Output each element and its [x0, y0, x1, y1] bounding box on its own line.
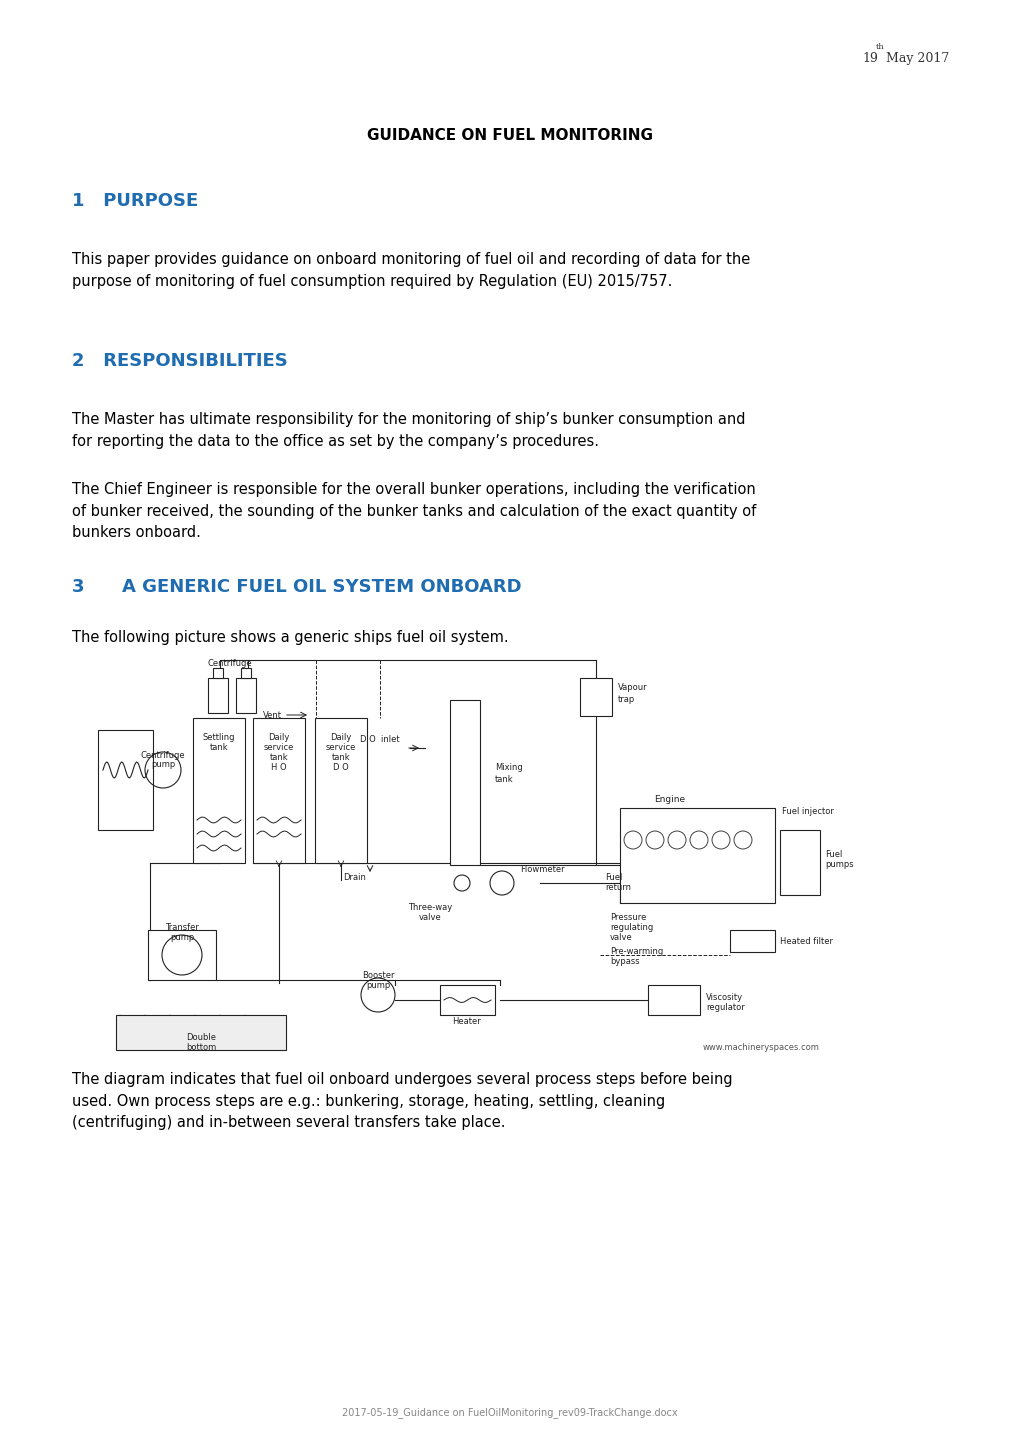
Text: pump: pump: [366, 980, 389, 990]
Text: Fuel injector: Fuel injector: [782, 807, 834, 817]
Text: Daily: Daily: [268, 733, 289, 742]
Text: 1   PURPOSE: 1 PURPOSE: [72, 192, 198, 210]
Text: tank: tank: [210, 744, 228, 752]
Text: bottom: bottom: [185, 1043, 216, 1052]
Text: Centrifuge: Centrifuge: [141, 752, 185, 761]
Text: 3      A GENERIC FUEL OIL SYSTEM ONBOARD: 3 A GENERIC FUEL OIL SYSTEM ONBOARD: [72, 578, 521, 597]
Bar: [235, 679, 256, 713]
Text: return: return: [604, 883, 631, 892]
Text: Three-way: Three-way: [408, 904, 451, 912]
Bar: [449, 700, 480, 865]
Text: This paper provides guidance on onboard monitoring of fuel oil and recording of : This paper provides guidance on onboard …: [72, 252, 750, 288]
Text: Engine: Engine: [654, 795, 685, 804]
Bar: [620, 808, 774, 904]
Text: th: th: [875, 43, 883, 50]
Text: The Master has ultimate responsibility for the monitoring of ship’s bunker consu: The Master has ultimate responsibility f…: [72, 412, 745, 448]
Text: H O: H O: [271, 764, 286, 772]
Text: regulating: regulating: [609, 924, 652, 932]
Text: Mixing: Mixing: [494, 764, 523, 772]
Text: D O: D O: [333, 764, 348, 772]
Text: Transfer: Transfer: [165, 924, 199, 932]
Text: Pressure: Pressure: [609, 914, 646, 922]
Text: Heater: Heater: [452, 1017, 481, 1026]
Bar: [98, 731, 153, 830]
Bar: [193, 718, 245, 863]
Text: regulator: regulator: [705, 1003, 744, 1013]
Text: Daily: Daily: [330, 733, 352, 742]
Text: pumps: pumps: [824, 860, 853, 869]
Text: May 2017: May 2017: [881, 52, 949, 65]
Bar: [116, 1014, 285, 1050]
Bar: [439, 986, 494, 1014]
Text: www.machineryspaces.com: www.machineryspaces.com: [702, 1043, 819, 1052]
Text: Fuel: Fuel: [604, 873, 622, 882]
Text: service: service: [264, 744, 293, 752]
Text: pump: pump: [170, 934, 194, 942]
Bar: [780, 830, 819, 895]
Text: bypass: bypass: [609, 957, 639, 967]
Text: The Chief Engineer is responsible for the overall bunker operations, including t: The Chief Engineer is responsible for th…: [72, 481, 755, 540]
Bar: [240, 669, 251, 679]
Text: valve: valve: [418, 914, 441, 922]
Bar: [148, 929, 216, 980]
Text: tank: tank: [269, 754, 288, 762]
Text: D O  inlet: D O inlet: [360, 735, 399, 745]
Text: 2   RESPONSIBILITIES: 2 RESPONSIBILITIES: [72, 352, 287, 370]
Text: tank: tank: [494, 775, 514, 784]
Text: GUIDANCE ON FUEL MONITORING: GUIDANCE ON FUEL MONITORING: [367, 128, 652, 143]
Text: 19: 19: [861, 52, 877, 65]
Text: tank: tank: [331, 754, 350, 762]
Text: Pre-warming: Pre-warming: [609, 948, 662, 957]
Text: 2017-05-19_Guidance on FuelOilMonitoring_rev09-TrackChange.docx: 2017-05-19_Guidance on FuelOilMonitoring…: [341, 1406, 678, 1418]
Text: trap: trap: [618, 696, 635, 705]
Text: Viscosity: Viscosity: [705, 993, 743, 1003]
Bar: [730, 929, 774, 953]
Text: valve: valve: [609, 934, 632, 942]
Text: The following picture shows a generic ships fuel oil system.: The following picture shows a generic sh…: [72, 630, 508, 646]
Text: Flowmeter: Flowmeter: [520, 866, 565, 875]
Text: Heated filter: Heated filter: [780, 937, 833, 945]
Bar: [253, 718, 305, 863]
Bar: [208, 679, 228, 713]
Bar: [315, 718, 367, 863]
Bar: [647, 986, 699, 1014]
Text: pump: pump: [151, 759, 175, 768]
Bar: [580, 679, 611, 716]
Text: Vent: Vent: [263, 710, 281, 719]
Text: Centrifuge: Centrifuge: [208, 659, 252, 667]
Text: The diagram indicates that fuel oil onboard undergoes several process steps befo: The diagram indicates that fuel oil onbo…: [72, 1072, 732, 1130]
Text: Drain: Drain: [343, 873, 366, 882]
Text: Fuel: Fuel: [824, 850, 842, 859]
Text: service: service: [325, 744, 356, 752]
Text: Booster: Booster: [362, 970, 394, 980]
Text: Settling: Settling: [203, 733, 235, 742]
Text: Double: Double: [185, 1033, 216, 1042]
Bar: [213, 669, 223, 679]
Text: Vapour: Vapour: [618, 683, 647, 693]
